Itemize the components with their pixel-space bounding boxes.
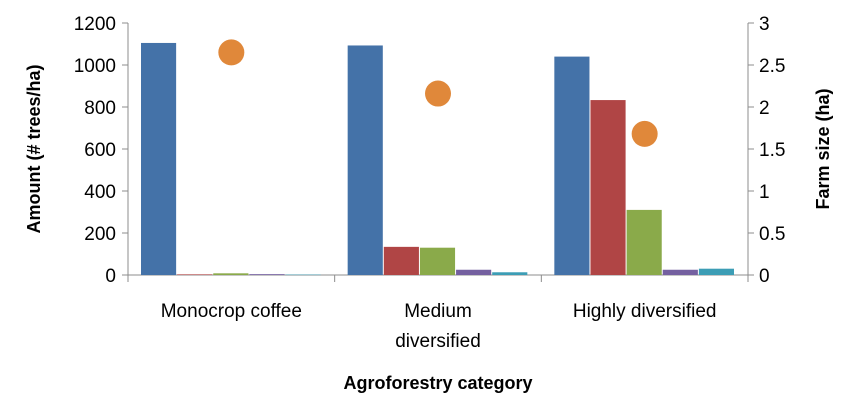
bar xyxy=(698,268,734,275)
bar xyxy=(285,274,321,276)
farm-size-point xyxy=(218,39,245,66)
farm-size-point xyxy=(425,80,451,107)
left-y-tick-label: 200 xyxy=(84,224,116,245)
bar xyxy=(213,273,249,275)
bar xyxy=(419,247,456,275)
bar xyxy=(626,209,662,275)
right-y-tick-label: 1.5 xyxy=(759,140,785,161)
category-label: Monocrop coffee xyxy=(161,301,302,322)
y2-axis-title: Farm size (ha) xyxy=(813,88,833,209)
bars-layer xyxy=(141,42,734,276)
bar xyxy=(141,42,177,276)
left-y-tick-label: 0 xyxy=(105,266,116,287)
bar xyxy=(249,274,285,275)
bar xyxy=(554,56,590,275)
y-axis-title: Amount (# trees/ha) xyxy=(24,64,44,233)
farm-size-point xyxy=(631,120,658,147)
category-label: Medium diversified xyxy=(395,301,481,352)
right-y-tick-label: 1 xyxy=(759,182,770,203)
farm-size-points-layer xyxy=(218,39,658,147)
bar xyxy=(492,272,528,275)
labels-layer: 0 200 400 600 800 1000 1200 0 0.5 1 1.5 2 2.5 3 Monocr… xyxy=(74,14,786,352)
bar xyxy=(590,100,626,275)
right-y-tick-label: 0 xyxy=(759,266,770,287)
left-y-tick-label: 600 xyxy=(84,140,116,161)
bar xyxy=(383,246,419,275)
right-y-tick-label: 3 xyxy=(759,14,770,35)
bar xyxy=(662,269,698,275)
x-axis-title: Agroforestry category xyxy=(343,373,532,393)
bar xyxy=(347,45,383,275)
bar xyxy=(456,269,492,275)
right-y-tick-label: 2 xyxy=(759,98,770,119)
left-y-tick-label: 400 xyxy=(84,182,116,203)
ticks-layer xyxy=(122,22,754,282)
left-y-tick-label: 1200 xyxy=(74,14,116,35)
left-y-tick-label: 800 xyxy=(84,98,116,119)
left-y-tick-label: 1000 xyxy=(74,56,116,77)
right-y-tick-label: 2.5 xyxy=(759,56,785,77)
bar xyxy=(177,274,213,275)
category-label: Highly diversified xyxy=(573,301,717,322)
right-y-tick-label: 0.5 xyxy=(759,224,785,245)
